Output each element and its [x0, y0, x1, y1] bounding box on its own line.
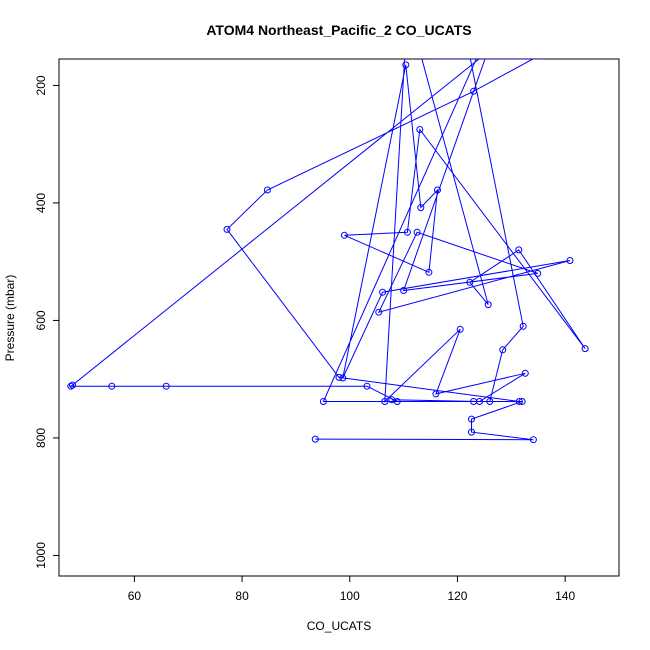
- x-tick-label: 100: [340, 589, 360, 603]
- data-point: [381, 398, 389, 405]
- y-axis: 200 400 600 800 1000: [34, 75, 59, 569]
- data-point: [400, 287, 408, 294]
- data-point: [417, 204, 425, 212]
- y-tick-label: 800: [34, 428, 48, 448]
- data-point: [486, 398, 494, 405]
- x-axis: 60 80 100 120 140: [128, 576, 575, 603]
- data-point: [375, 308, 383, 316]
- chart-title: ATOM4 Northeast_Pacific_2 CO_UCATS: [206, 22, 471, 38]
- data-point: [534, 269, 542, 277]
- data-point: [476, 398, 483, 405]
- data-point: [468, 428, 475, 436]
- data-point: [413, 228, 421, 236]
- data-point: [339, 374, 347, 382]
- data-point: [311, 435, 319, 443]
- data-point: [69, 381, 76, 389]
- data-point: [335, 373, 343, 381]
- data-point: [223, 225, 231, 233]
- x-tick-label: 120: [447, 589, 467, 603]
- data-point: [402, 61, 410, 69]
- data-point: [499, 346, 507, 354]
- data-point: [470, 87, 478, 95]
- y-axis-label: Pressure (mbar): [3, 275, 17, 362]
- data-point: [566, 257, 574, 264]
- data-point: [515, 246, 523, 254]
- data-point: [456, 325, 464, 333]
- data-point: [363, 382, 371, 390]
- data-point: [340, 231, 348, 239]
- data-point: [388, 396, 396, 404]
- data-point: [67, 382, 75, 390]
- x-tick-label: 140: [555, 589, 575, 603]
- data-point: [425, 268, 433, 276]
- data-point: [432, 390, 440, 398]
- data-point: [416, 126, 424, 133]
- data-point: [515, 398, 523, 405]
- x-tick-label: 80: [235, 589, 249, 603]
- y-tick-label: 1000: [34, 542, 48, 569]
- data-point: [162, 382, 170, 390]
- data-point: [403, 228, 411, 236]
- data-point: [521, 369, 529, 377]
- data-point: [263, 186, 271, 194]
- data-point: [529, 436, 537, 444]
- data-point: [108, 382, 116, 390]
- data-point: [319, 398, 327, 405]
- data-point: [484, 301, 492, 309]
- x-axis-label: CO_UCATS: [307, 619, 371, 633]
- data-point: [434, 186, 441, 194]
- data-point: [466, 278, 474, 286]
- data-point: [581, 345, 589, 353]
- data-point: [519, 322, 527, 330]
- x-tick-label: 60: [128, 589, 142, 603]
- plot-frame: [58, 58, 620, 577]
- series-line: [69, 59, 586, 441]
- data-point: [468, 415, 475, 423]
- y-tick-label: 600: [34, 310, 48, 330]
- data-point: [518, 398, 526, 405]
- data-point: [379, 288, 387, 296]
- y-tick-label: 200: [34, 75, 48, 95]
- y-tick-label: 400: [34, 193, 48, 213]
- series-layer: [67, 59, 589, 444]
